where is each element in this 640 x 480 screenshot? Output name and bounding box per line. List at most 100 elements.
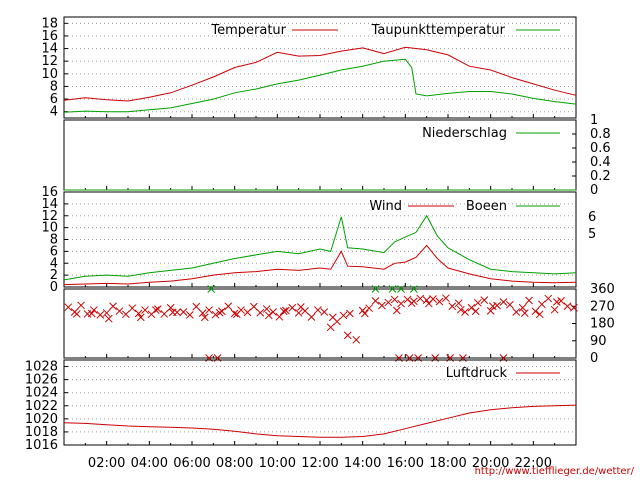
data-point [456,305,465,314]
data-point [535,310,544,319]
data-point [480,296,489,304]
data-point [365,304,373,313]
data-point [269,308,277,316]
data-point [264,311,273,320]
y-tick-label: 0 [590,183,598,198]
panel-frame [63,288,577,359]
series-line [63,46,577,102]
data-point [77,301,85,310]
y-tick-label: 0.8 [590,127,611,142]
data-point [207,285,216,293]
data-point [461,308,469,316]
credit-link[interactable]: http://www.tiefflieger.de/wetter/ [475,466,635,477]
data-point [397,299,405,308]
y-tick-label: 8 [50,233,58,248]
data-point [474,298,482,307]
data-point [102,309,111,317]
data-point [384,298,393,307]
data-point [486,306,495,315]
x-tick-label: 08:00 [216,456,253,471]
y-tick-label: 0.2 [590,169,611,184]
data-point [166,303,175,312]
y-tick-label: 4 [50,256,58,271]
data-point [343,331,352,340]
panel-1: 00.20.40.60.81 Niederschlag [63,113,611,198]
y-tick-label: 0.4 [590,155,611,170]
data-point [200,313,209,322]
data-point [151,306,160,314]
x-tick-label: 18:00 [429,456,466,471]
y2-tick-label: 5 [588,227,596,242]
data-point [109,302,117,311]
data-point [122,310,130,319]
y-tick-label: 1018 [25,425,58,440]
y-tick-label: 0 [50,280,58,295]
y-tick-label: 1022 [25,399,58,414]
data-point [467,303,476,312]
data-point [557,297,565,305]
x-tick-label: 10:00 [259,456,296,471]
data-point [224,302,233,311]
y-tick-label: 1026 [25,373,58,388]
legend-label: Boeen [466,199,507,214]
y-tick-label: 1020 [25,412,58,427]
y-tick-label: 12 [41,54,58,69]
data-point [550,305,559,314]
data-point [346,309,354,318]
y-tick-label: 16 [41,185,58,200]
legend-label: Temperatur [210,23,286,38]
y-tick-label: 1 [590,113,598,128]
data-point [168,308,177,317]
data-point [531,307,540,316]
data-point [320,308,329,316]
data-point [250,302,258,311]
data-point [416,294,425,303]
data-point [392,306,401,315]
y-tick-label: 0 [590,351,598,366]
data-point [243,308,252,317]
y-tick-label: 14 [41,197,58,212]
data-point [390,295,399,304]
data-point [262,305,271,313]
y-tick-label: 4 [50,105,58,120]
data-point [179,308,188,316]
x-tick-label: 06:00 [173,456,210,471]
data-point [256,308,265,317]
data-point [512,308,521,316]
x-tick-label: 04:00 [131,456,168,471]
data-point [230,309,239,318]
y-tick-label: 18 [41,16,58,31]
data-point [96,311,105,319]
series-line [63,244,577,286]
data-point [115,307,124,315]
y-tick-label: 14 [41,42,58,57]
data-point [538,300,546,309]
x-tick-label: 02:00 [88,456,125,471]
data-point [442,294,450,303]
panel-3: 0 90 180 270 360 [63,282,615,366]
data-point [296,303,305,311]
data-point [87,309,96,318]
data-point [520,309,529,318]
series-line [63,404,577,438]
data-point [90,306,98,314]
data-point [288,303,297,312]
data-point [499,298,508,306]
data-point [424,299,433,308]
data-point [205,306,213,314]
data-point [141,306,149,314]
data-point [275,312,284,321]
data-point [186,311,194,319]
data-point [154,305,162,313]
legend-label: Taupunkttemperatur [371,23,506,38]
data-point [326,323,335,332]
x-tick-label: 12:00 [301,456,338,471]
legend-label: Niederschlag [422,126,507,141]
data-point [360,309,369,318]
data-point [371,285,380,293]
data-point [563,302,572,311]
